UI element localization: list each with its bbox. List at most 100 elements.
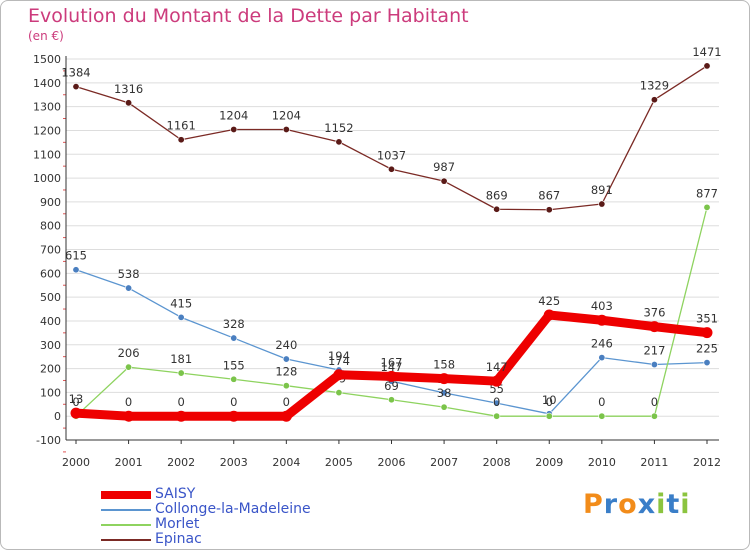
- data-label-collonge-la-madeleine: 615: [65, 249, 87, 263]
- data-point-saisy: [175, 410, 187, 422]
- y-tick-label: 1200: [33, 124, 61, 137]
- data-label-collonge-la-madeleine: 10: [542, 393, 557, 407]
- y-tick-label: 100: [40, 386, 61, 399]
- data-label-collonge-la-madeleine: 194: [328, 349, 350, 363]
- data-label-saisy: 0: [178, 395, 185, 409]
- data-point-epinac: [230, 125, 238, 133]
- x-tick-label: 2000: [62, 456, 90, 469]
- data-point-saisy: [386, 370, 397, 382]
- y-tick-label: 1000: [33, 172, 61, 185]
- x-tick-label: 2005: [325, 456, 353, 469]
- data-point-morlet: [282, 382, 290, 390]
- data-point-morlet: [545, 412, 553, 420]
- data-point-epinac: [335, 138, 343, 146]
- data-point-saisy: [123, 410, 135, 422]
- data-point-epinac: [545, 206, 553, 214]
- legend-swatch-morlet: [101, 524, 151, 526]
- data-point-epinac: [703, 62, 711, 70]
- y-tick-label: 1300: [33, 101, 61, 114]
- data-point-epinac: [125, 99, 133, 107]
- data-label-epinac: 1152: [324, 121, 353, 135]
- legend-swatch-collonge: [101, 509, 151, 511]
- proxiti-logo: Proxiti: [583, 489, 691, 520]
- legend-label-morlet: Morlet: [155, 516, 200, 532]
- data-point-collonge-la-madeleine: [177, 313, 185, 321]
- y-tick-label: 1100: [33, 148, 61, 161]
- data-point-saisy: [438, 373, 450, 385]
- data-label-epinac: 869: [486, 188, 508, 202]
- data-label-saisy: 13: [69, 392, 84, 406]
- data-label-morlet: 206: [118, 346, 140, 360]
- data-point-morlet: [335, 389, 343, 397]
- data-label-epinac: 1204: [272, 108, 301, 122]
- data-label-collonge-la-madeleine: 225: [696, 342, 718, 356]
- x-tick-label: 2012: [693, 456, 721, 469]
- logo-letter: x: [637, 489, 657, 520]
- data-point-epinac: [177, 136, 185, 144]
- data-point-epinac: [440, 177, 448, 185]
- data-point-morlet: [177, 369, 185, 377]
- data-point-epinac: [493, 205, 501, 213]
- data-label-collonge-la-madeleine: 538: [118, 267, 140, 281]
- data-point-saisy: [648, 321, 660, 333]
- data-label-collonge-la-madeleine: 328: [223, 317, 245, 331]
- data-point-collonge-la-madeleine: [598, 354, 606, 362]
- logo-letter: r: [603, 489, 619, 520]
- data-point-morlet: [650, 412, 658, 420]
- data-point-collonge-la-madeleine: [650, 361, 658, 369]
- data-label-morlet: 38: [437, 386, 452, 400]
- data-point-morlet: [493, 412, 501, 420]
- data-point-epinac: [387, 165, 395, 173]
- data-label-epinac: 867: [538, 189, 560, 203]
- y-tick-label: 800: [40, 220, 61, 233]
- x-tick-label: 2004: [272, 456, 300, 469]
- data-point-collonge-la-madeleine: [703, 359, 711, 367]
- chart-title: Evolution du Montant de la Dette par Hab…: [28, 5, 469, 27]
- legend-label-epinac: Epinac: [155, 531, 202, 547]
- data-point-saisy: [543, 309, 555, 321]
- legend-label-collonge: Collonge-la-Madeleine: [155, 501, 311, 517]
- data-point-morlet: [598, 412, 606, 420]
- data-label-collonge-la-madeleine: 246: [591, 337, 613, 351]
- data-point-epinac: [598, 200, 606, 208]
- legend-swatch-epinac: [101, 539, 151, 541]
- data-label-epinac: 987: [433, 160, 455, 174]
- legend-label-saisy: SAISY: [155, 486, 196, 502]
- data-label-epinac: 1037: [377, 148, 406, 162]
- data-point-collonge-la-madeleine: [72, 266, 80, 274]
- data-label-saisy: 0: [230, 395, 237, 409]
- x-tick-label: 2001: [115, 456, 143, 469]
- y-tick-label: 1500: [33, 53, 61, 66]
- logo-letter: P: [583, 489, 604, 520]
- x-tick-label: 2007: [430, 456, 458, 469]
- data-label-epinac: 891: [591, 183, 613, 197]
- legend-swatch-saisy: [101, 491, 151, 499]
- data-point-collonge-la-madeleine: [493, 399, 501, 407]
- logo-letter: i: [656, 489, 667, 520]
- data-point-saisy: [491, 375, 503, 387]
- y-tick-label: -100: [36, 434, 61, 447]
- data-label-epinac: 1204: [219, 108, 248, 122]
- data-label-saisy: 0: [283, 395, 290, 409]
- data-label-saisy: 147: [486, 360, 508, 374]
- data-point-saisy: [333, 369, 345, 381]
- data-label-saisy: 425: [538, 294, 560, 308]
- data-label-morlet: 155: [223, 358, 245, 372]
- y-axis-unit: (en €): [28, 29, 64, 43]
- data-point-collonge-la-madeleine: [282, 355, 290, 363]
- data-label-saisy: 0: [125, 395, 132, 409]
- data-label-collonge-la-madeleine: 240: [275, 338, 297, 352]
- logo-letter: o: [618, 489, 638, 520]
- data-label-morlet: 0: [493, 395, 500, 409]
- data-label-saisy: 376: [643, 306, 665, 320]
- x-tick-label: 2011: [640, 456, 668, 469]
- data-label-saisy: 351: [696, 312, 718, 326]
- data-point-saisy: [280, 410, 292, 422]
- y-tick-label: 600: [40, 267, 61, 280]
- data-point-collonge-la-madeleine: [440, 389, 448, 397]
- data-point-morlet: [387, 396, 395, 404]
- data-label-epinac: 1316: [114, 82, 143, 96]
- data-label-epinac: 1329: [640, 79, 669, 93]
